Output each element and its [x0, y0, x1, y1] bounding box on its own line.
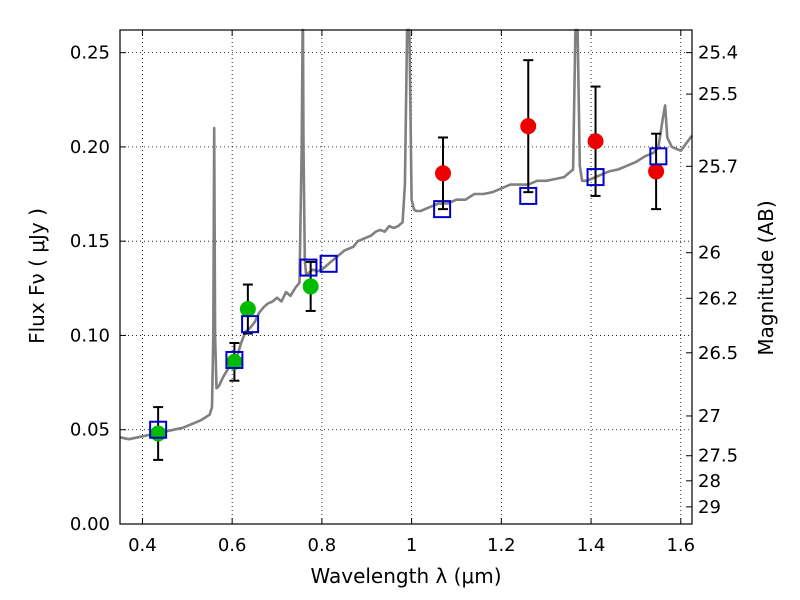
y-axis-label: Flux Fν ( μJy ) — [25, 208, 49, 344]
x-tick-label: 1.2 — [487, 535, 516, 556]
red-data-point — [648, 163, 665, 180]
y2-tick-label: 25.7 — [698, 156, 738, 177]
y-tick-label: 0.15 — [70, 231, 110, 252]
y2-tick-label: 26.2 — [698, 288, 738, 309]
green-data-point — [226, 353, 243, 370]
x-tick-label: 0.4 — [128, 535, 157, 556]
y2-tick-label: 27.5 — [698, 446, 738, 467]
errorbar-layer — [153, 59, 662, 461]
y2-tick-label: 28 — [698, 471, 721, 492]
y2-tick-label: 26.5 — [698, 343, 738, 364]
model-square — [225, 350, 244, 369]
model-layer — [149, 147, 668, 439]
y2-tick-label: 29 — [698, 497, 721, 518]
x-tick-label: 0.6 — [218, 535, 247, 556]
y2-tick-label: 27 — [698, 406, 721, 427]
tick-labels: 0.4 0.6 0.8 1 1.2 1.4 1.6 0.00 0.05 0.10 0.15 0.20 0… — [70, 43, 738, 556]
y2-axis-label: Magnitude (AB) — [754, 200, 778, 355]
y2-tick-label: 25.5 — [698, 84, 738, 105]
green-data-point — [150, 425, 167, 442]
y-tick-label: 0.20 — [70, 137, 110, 158]
axis-ticks — [120, 30, 692, 525]
x-tick-label: 1 — [406, 535, 417, 556]
points-layer — [150, 118, 665, 442]
red-data-point — [520, 118, 537, 135]
model-square — [433, 200, 452, 219]
x-axis-label: Wavelength λ (μm) — [310, 564, 501, 588]
model-square — [299, 258, 318, 277]
x-tick-label: 0.8 — [308, 535, 337, 556]
red-data-point — [587, 133, 604, 150]
green-data-point — [239, 301, 256, 318]
model-square — [149, 420, 168, 439]
y-tick-label: 0.05 — [70, 420, 110, 441]
x-tick-label: 1.4 — [577, 535, 606, 556]
y2-tick-label: 26 — [698, 243, 721, 264]
spectrum-layer — [119, 28, 694, 441]
model-square — [519, 186, 538, 205]
y-tick-label: 0.10 — [70, 325, 110, 346]
plot-frame — [119, 29, 693, 525]
spectrum-line — [119, 28, 694, 441]
model-square — [319, 254, 338, 273]
green-data-point — [302, 278, 319, 295]
model-square — [649, 147, 668, 166]
model-square — [241, 315, 260, 334]
y-tick-label: 0.25 — [70, 43, 110, 64]
y2-tick-label: 25.4 — [698, 43, 738, 64]
y-tick-label: 0.00 — [70, 514, 110, 535]
red-data-point — [435, 165, 452, 182]
x-tick-label: 1.6 — [666, 535, 695, 556]
model-square — [586, 168, 605, 187]
